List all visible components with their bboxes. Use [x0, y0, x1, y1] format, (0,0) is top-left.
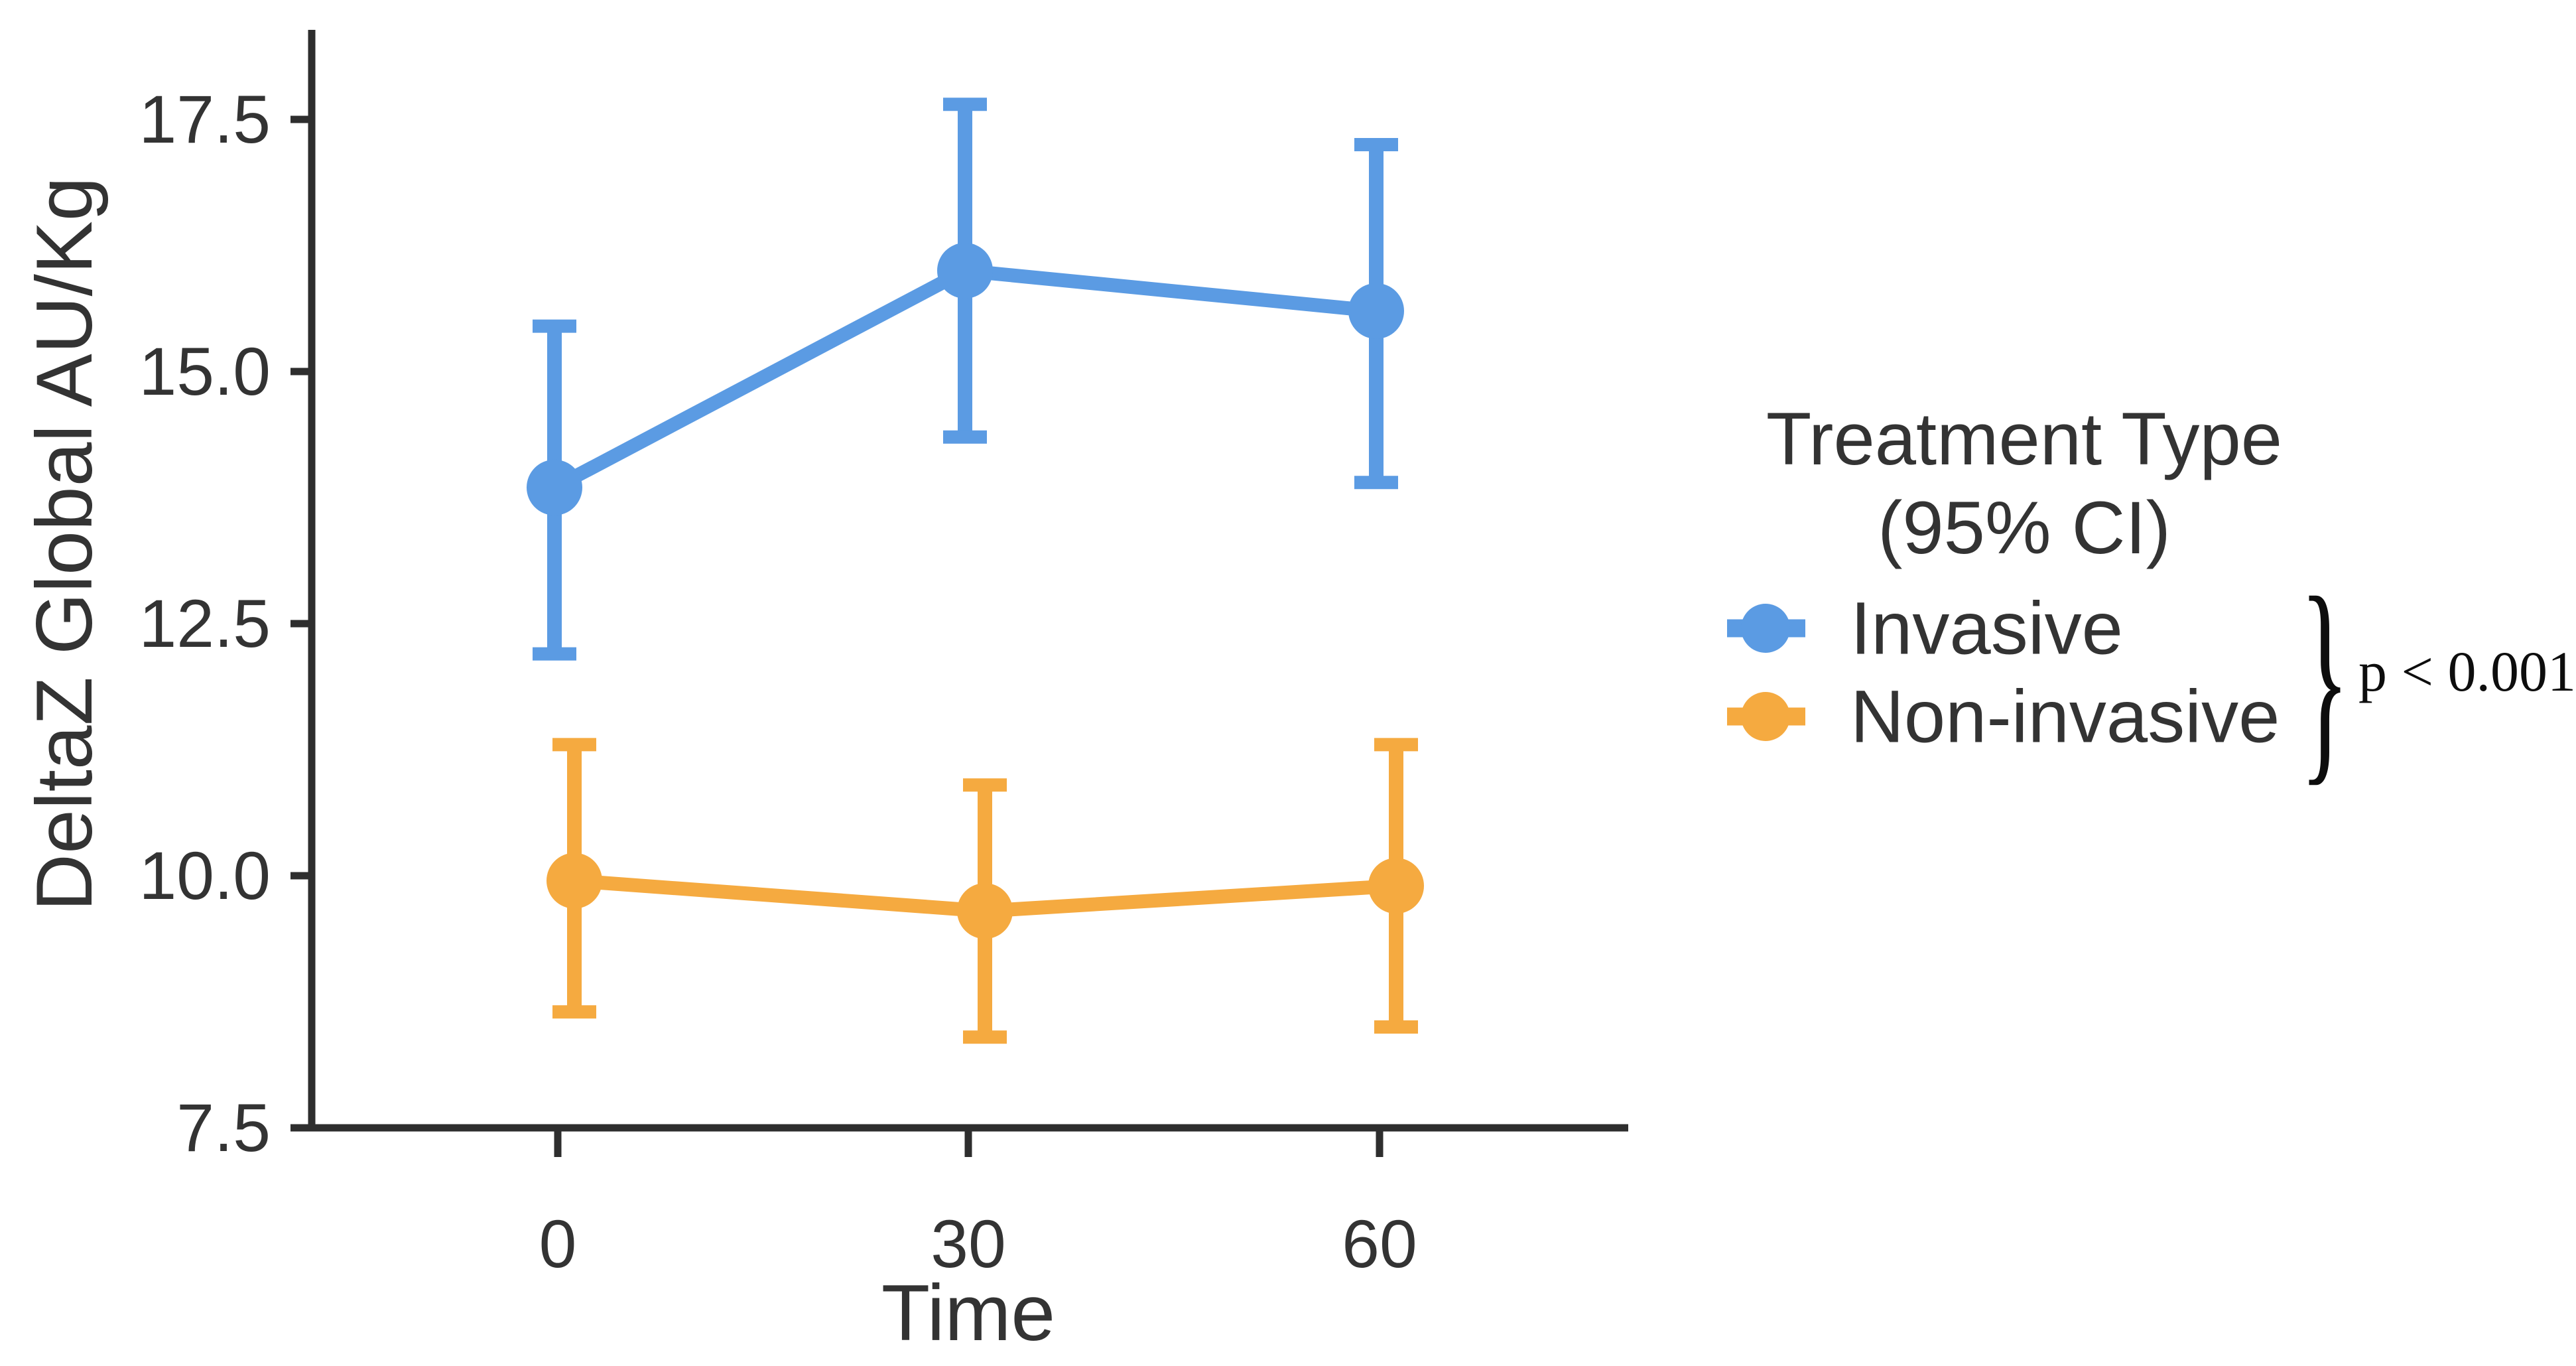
curly-brace: }	[2299, 551, 2350, 805]
p-value-annotation: p < 0.001	[2358, 640, 2576, 703]
y-tick-label: 10.0	[139, 838, 271, 914]
y-tick-label: 12.5	[139, 586, 271, 661]
legend: Treatment Type (95% CI) InvasiveNon-inva…	[1727, 397, 2282, 758]
y-axis-title: DeltaZ Global AU/Kg	[20, 176, 109, 911]
data-point-non-invasive-1	[957, 883, 1013, 939]
y-tick-label: 15.0	[139, 334, 271, 409]
x-tick-label: 60	[1342, 1206, 1417, 1282]
x-tick-label: 30	[931, 1206, 1005, 1282]
x-tick-label: 0	[539, 1206, 577, 1282]
legend-title-line1: Treatment Type	[1766, 397, 2282, 480]
legend-item-label-non-invasive: Non-invasive	[1850, 675, 2280, 758]
x-axis-title: Time	[881, 1268, 1055, 1357]
x-axis-ticks: 0 30 60	[539, 1128, 1417, 1282]
data-point-non-invasive-2	[1368, 858, 1424, 914]
axes	[292, 30, 1628, 1132]
y-tick-label: 7.5	[176, 1090, 271, 1166]
y-tick-label: 17.5	[139, 82, 271, 157]
y-axis-ticks: 17.5 15.0 12.5 10.0 7.5	[139, 82, 312, 1166]
data-point-invasive-2	[1348, 283, 1404, 339]
data-point-invasive-0	[527, 459, 582, 515]
legend-title-line2: (95% CI)	[1878, 486, 2171, 569]
legend-item-label-invasive: Invasive	[1850, 587, 2123, 670]
data-point-non-invasive-0	[547, 853, 602, 909]
legend-key-point-invasive	[1741, 604, 1790, 653]
data-series	[527, 98, 1424, 1044]
legend-key-point-non-invasive	[1741, 692, 1790, 741]
data-point-invasive-1	[937, 243, 993, 299]
